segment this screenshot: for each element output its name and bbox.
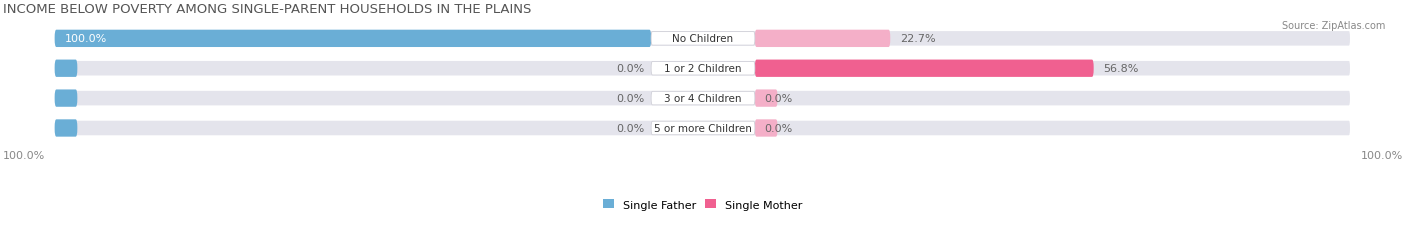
FancyBboxPatch shape: [55, 90, 1351, 107]
FancyBboxPatch shape: [651, 92, 755, 105]
FancyBboxPatch shape: [55, 30, 651, 48]
Text: 0.0%: 0.0%: [616, 94, 644, 104]
FancyBboxPatch shape: [55, 120, 1351, 137]
Text: 0.0%: 0.0%: [616, 123, 644, 134]
FancyBboxPatch shape: [55, 90, 77, 107]
Text: 0.0%: 0.0%: [765, 94, 793, 104]
FancyBboxPatch shape: [651, 122, 755, 135]
Text: 0.0%: 0.0%: [616, 64, 644, 74]
FancyBboxPatch shape: [55, 60, 77, 78]
FancyBboxPatch shape: [651, 62, 755, 76]
FancyBboxPatch shape: [55, 30, 1351, 48]
Text: 3 or 4 Children: 3 or 4 Children: [664, 94, 742, 104]
FancyBboxPatch shape: [651, 32, 755, 46]
Text: INCOME BELOW POVERTY AMONG SINGLE-PARENT HOUSEHOLDS IN THE PLAINS: INCOME BELOW POVERTY AMONG SINGLE-PARENT…: [3, 3, 531, 16]
Text: 100.0%: 100.0%: [1361, 151, 1403, 161]
Text: No Children: No Children: [672, 34, 734, 44]
Legend: Single Father, Single Mother: Single Father, Single Mother: [603, 199, 803, 210]
FancyBboxPatch shape: [755, 90, 778, 107]
FancyBboxPatch shape: [55, 60, 1351, 78]
Text: 100.0%: 100.0%: [3, 151, 45, 161]
FancyBboxPatch shape: [755, 120, 778, 137]
Text: 56.8%: 56.8%: [1104, 64, 1139, 74]
Text: 5 or more Children: 5 or more Children: [654, 123, 752, 134]
Text: 100.0%: 100.0%: [65, 34, 107, 44]
FancyBboxPatch shape: [55, 120, 77, 137]
FancyBboxPatch shape: [755, 60, 1094, 78]
Text: 1 or 2 Children: 1 or 2 Children: [664, 64, 742, 74]
FancyBboxPatch shape: [755, 30, 890, 48]
Text: Source: ZipAtlas.com: Source: ZipAtlas.com: [1281, 21, 1385, 31]
Text: 22.7%: 22.7%: [900, 34, 935, 44]
Text: 0.0%: 0.0%: [765, 123, 793, 134]
